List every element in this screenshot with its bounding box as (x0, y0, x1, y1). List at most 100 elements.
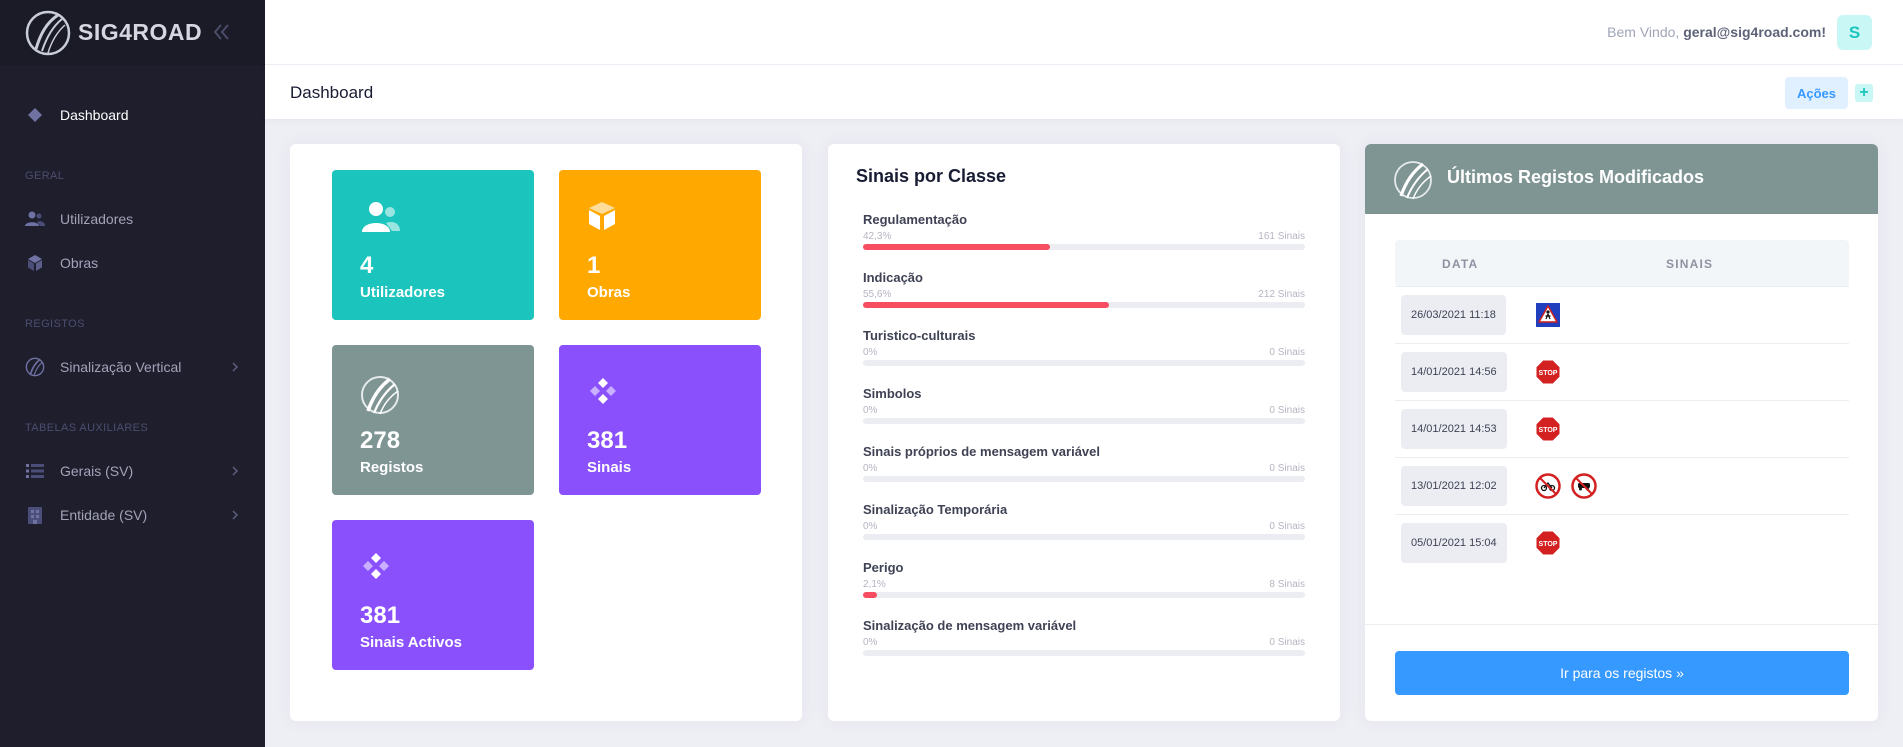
list-icon (25, 461, 45, 481)
svg-text:STOP: STOP (1539, 427, 1558, 434)
class-row: Sinalização Temporária 0% 0 Sinais (863, 502, 1305, 546)
recent-records-header: Últimos Registos Modificados (1365, 144, 1878, 214)
record-signs: STOP (1535, 530, 1561, 556)
sidebar-item-dashboard[interactable]: Dashboard (0, 95, 265, 135)
table-row[interactable]: 14/01/2021 14:53 STOP (1395, 400, 1849, 457)
class-name: Sinalização de mensagem variável (863, 618, 1077, 633)
users-icon (362, 202, 400, 232)
menu-section-tabelas-auxiliares: TABELAS AUXILIARES (25, 422, 149, 434)
column-header-date[interactable]: DATA (1442, 257, 1479, 271)
progress-bar (863, 476, 1305, 482)
stat-registos[interactable]: 278 Registos (332, 345, 534, 495)
table-row[interactable]: 14/01/2021 14:56 STOP (1395, 343, 1849, 400)
sidebar-item-entidade[interactable]: Entidade (SV) (0, 495, 265, 535)
class-count: 0 Sinais (1269, 463, 1305, 474)
user-avatar[interactable]: S (1837, 15, 1872, 50)
card-title: Últimos Registos Modificados (1447, 167, 1705, 187)
stat-value: 4 (360, 252, 374, 279)
class-percentage: 2,1% (863, 579, 886, 590)
sidebar-item-label: Sinalização Vertical (60, 359, 182, 375)
stat-label: Utilizadores (360, 284, 446, 301)
record-date: 13/01/2021 12:02 (1401, 466, 1507, 506)
collapse-sidebar-icon[interactable] (210, 20, 232, 44)
sidebar-item-sinalizacao-vertical[interactable]: Sinalização Vertical (0, 347, 265, 387)
building-icon (25, 505, 45, 525)
table-row[interactable]: 05/01/2021 15:04 STOP (1395, 514, 1849, 571)
crosswalk-sign-icon[interactable] (1535, 302, 1561, 328)
class-percentage: 42,3% (863, 231, 892, 242)
table-row[interactable]: 13/01/2021 12:02 (1395, 457, 1849, 514)
users-icon (25, 209, 45, 229)
top-header: Bem Vindo, geral@sig4road.com! S (265, 0, 1903, 65)
sidebar-item-label: Obras (60, 255, 99, 271)
column-header-signs[interactable]: SINAIS (1666, 257, 1714, 271)
sidebar-item-label: Entidade (SV) (60, 507, 148, 523)
class-name: Sinais próprios de mensagem variável (863, 444, 1100, 459)
cube-icon (589, 202, 615, 230)
sidebar-item-label: Dashboard (60, 107, 129, 123)
stats-card: 4 Utilizadores 1 Obras 278 Registos 381 … (290, 144, 802, 721)
chevron-right-icon (232, 510, 239, 520)
class-name: Regulamentação (863, 212, 968, 227)
record-date: 26/03/2021 11:18 (1401, 295, 1506, 335)
stop-sign-icon[interactable]: STOP (1535, 416, 1561, 442)
table-row[interactable]: 26/03/2021 11:18 (1395, 286, 1849, 343)
actions-button[interactable]: Ações (1784, 77, 1848, 109)
stat-sinais[interactable]: 381 Sinais (559, 345, 761, 495)
stop-sign-icon[interactable]: STOP (1535, 530, 1561, 556)
table-header: DATA SINAIS (1395, 240, 1849, 286)
stat-value: 381 (360, 602, 401, 629)
stop-sign-icon[interactable]: STOP (1535, 359, 1561, 385)
class-count: 0 Sinais (1269, 521, 1305, 532)
class-row: Sinais próprios de mensagem variável 0% 0 … (863, 444, 1305, 488)
svg-text:STOP: STOP (1539, 370, 1558, 377)
progress-bar (863, 302, 1305, 308)
sidebar-item-utilizadores[interactable]: Utilizadores (0, 199, 265, 239)
sidebar-item-label: Gerais (SV) (60, 463, 134, 479)
record-date: 05/01/2021 15:04 (1401, 523, 1507, 563)
signs-by-class-card: Sinais por Classe Regulamentação 42,3% 161… (828, 144, 1340, 721)
page-title: Dashboard (290, 83, 374, 102)
stat-value: 278 (360, 427, 401, 454)
stat-sinais-activos[interactable]: 381 Sinais Activos (332, 520, 534, 670)
record-date: 14/01/2021 14:56 (1401, 352, 1507, 392)
class-row: Turistico-culturais 0% 0 Sinais (863, 328, 1305, 372)
sidebar-item-obras[interactable]: Obras (0, 243, 265, 283)
dashboard-icon (25, 105, 45, 125)
logo-icon (361, 376, 399, 415)
class-count: 8 Sinais (1269, 579, 1305, 590)
progress-fill (863, 302, 1109, 308)
go-to-records-button[interactable]: Ir para os registos » (1395, 651, 1849, 695)
record-signs (1535, 473, 1597, 499)
stat-obras[interactable]: 1 Obras (559, 170, 761, 320)
chevron-right-icon (232, 466, 239, 476)
record-signs (1535, 302, 1561, 328)
class-count: 0 Sinais (1269, 637, 1305, 648)
menu-section-registos: REGISTOS (25, 318, 85, 330)
no-cars-sign-icon[interactable] (1571, 473, 1597, 499)
welcome-prefix: Bem Vindo, (1607, 24, 1684, 40)
brand[interactable]: SIG4ROAD (0, 0, 265, 65)
brand-logo-icon (25, 10, 71, 55)
progress-fill (863, 592, 877, 598)
welcome-message[interactable]: Bem Vindo, geral@sig4road.com! (1607, 24, 1826, 40)
brand-name: SIG4ROAD (78, 19, 203, 45)
progress-bar (863, 360, 1305, 366)
no-motorcycles-sign-icon[interactable] (1535, 473, 1561, 499)
progress-bar (863, 534, 1305, 540)
add-button[interactable]: + (1855, 84, 1873, 102)
progress-fill (863, 244, 1050, 250)
class-count: 0 Sinais (1269, 405, 1305, 416)
class-name: Sinalização Temporária (863, 502, 1008, 517)
divider (1365, 624, 1878, 625)
sidebar: SIG4ROAD Dashboard GERAL Utilizadores Ob… (0, 0, 265, 747)
class-percentage: 55,6% (863, 289, 892, 300)
class-row: Sinalização de mensagem variável 0% 0 Sina… (863, 618, 1305, 662)
class-name: Simbolos (863, 386, 922, 401)
class-name: Perigo (863, 560, 904, 575)
cube-icon (25, 253, 45, 273)
progress-bar (863, 592, 1305, 598)
progress-bar (863, 650, 1305, 656)
sidebar-item-gerais[interactable]: Gerais (SV) (0, 451, 265, 491)
stat-utilizadores[interactable]: 4 Utilizadores (332, 170, 534, 320)
